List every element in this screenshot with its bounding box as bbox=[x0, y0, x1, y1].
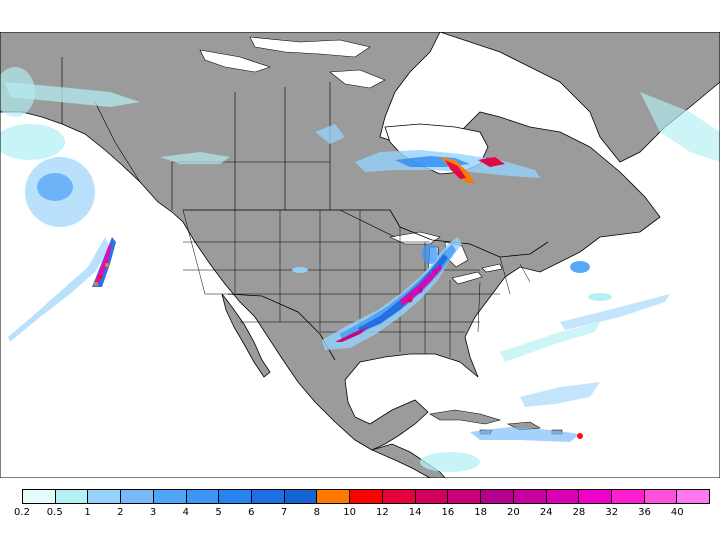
legend-swatch bbox=[415, 490, 449, 503]
central-america bbox=[370, 443, 446, 479]
legend-tick-label: 10 bbox=[343, 507, 356, 518]
legend-swatch bbox=[481, 490, 514, 503]
legend-swatch bbox=[513, 490, 547, 503]
legend-tick-label: 36 bbox=[638, 507, 651, 518]
precipitation-legend-bar bbox=[22, 489, 710, 504]
legend-swatch bbox=[153, 490, 187, 503]
legend-tick-label: 4 bbox=[182, 507, 189, 518]
legend-swatch bbox=[88, 490, 122, 503]
cuba bbox=[429, 409, 502, 425]
legend-tick-label: 7 bbox=[280, 507, 288, 518]
legend-tick-label: 18 bbox=[474, 507, 488, 518]
north-america-land bbox=[0, 31, 661, 451]
legend-tick-label: 24 bbox=[539, 507, 553, 518]
legend-swatch bbox=[284, 490, 318, 503]
legend-tick-label: 32 bbox=[605, 507, 619, 518]
legend-tick-label: 16 bbox=[441, 507, 455, 518]
legend-swatch bbox=[382, 490, 416, 503]
legend-tick-label: 12 bbox=[376, 507, 389, 518]
legend-tick-label: 6 bbox=[248, 507, 255, 518]
legend-swatch bbox=[55, 490, 89, 503]
legend-tick-label: 0.2 bbox=[14, 507, 30, 518]
legend-swatch bbox=[121, 490, 154, 503]
legend-swatch bbox=[252, 490, 285, 503]
legend-swatch bbox=[350, 490, 383, 503]
legend-swatch bbox=[644, 490, 678, 503]
baja-california bbox=[221, 293, 271, 378]
legend-swatch bbox=[317, 490, 351, 503]
legend-tick-labels: 0.2 0.5 1 2 3 4 5 6 7 8 10 12 14 16 18 20 24 28 32 36 40 bbox=[0, 507, 720, 523]
legend-swatch bbox=[677, 490, 710, 503]
precipitation-overlay bbox=[0, 67, 720, 472]
legend-swatch bbox=[611, 490, 645, 503]
precipitation-map bbox=[0, 31, 720, 479]
legend-tick-label: 20 bbox=[507, 507, 520, 518]
legend-swatch bbox=[448, 490, 482, 503]
canada-borders bbox=[61, 57, 396, 238]
legend-tick-label: 14 bbox=[408, 507, 422, 518]
legend-tick-label: 8 bbox=[313, 507, 321, 518]
legend-tick-label: 1 bbox=[84, 507, 91, 518]
legend-tick-label: 0.5 bbox=[46, 507, 63, 518]
legend-swatch bbox=[186, 490, 220, 503]
legend-swatch bbox=[579, 490, 612, 503]
legend-tick-label: 2 bbox=[117, 507, 124, 518]
legend-swatch bbox=[219, 490, 253, 503]
legend-tick-label: 5 bbox=[215, 507, 222, 518]
legend-tick-label: 28 bbox=[572, 507, 586, 518]
legend-swatch bbox=[23, 490, 56, 503]
legend-tick-label: 3 bbox=[149, 507, 157, 518]
legend-tick-label: 40 bbox=[670, 507, 684, 518]
greenland bbox=[439, 31, 720, 163]
lake-ontario bbox=[481, 263, 503, 273]
lake-erie bbox=[451, 271, 483, 285]
legend-swatch bbox=[546, 490, 580, 503]
